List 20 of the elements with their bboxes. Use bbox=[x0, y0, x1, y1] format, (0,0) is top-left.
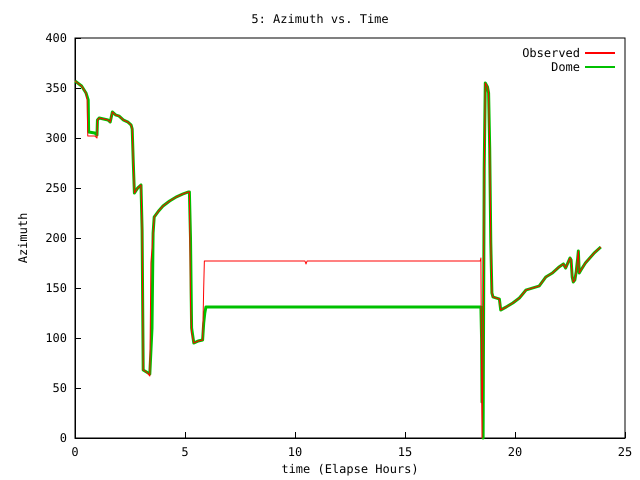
y-tick-label: 250 bbox=[45, 181, 67, 195]
x-tick-label: 10 bbox=[288, 445, 302, 459]
x-tick-label: 20 bbox=[508, 445, 522, 459]
y-tick-label: 0 bbox=[60, 431, 67, 445]
y-tick-label: 50 bbox=[52, 381, 67, 395]
x-tick-label: 5 bbox=[181, 445, 189, 459]
legend-label: Observed bbox=[522, 46, 580, 60]
y-tick-label: 350 bbox=[45, 81, 67, 95]
x-tick-label: 0 bbox=[71, 445, 79, 459]
chart-title: 5: Azimuth vs. Time bbox=[251, 12, 389, 26]
x-tick-label: 15 bbox=[398, 445, 412, 459]
y-tick-label: 150 bbox=[45, 281, 67, 295]
y-axis-title: Azimuth bbox=[16, 212, 30, 264]
y-tick-label: 300 bbox=[45, 131, 67, 145]
legend-label: Dome bbox=[551, 60, 580, 74]
x-tick-label: 25 bbox=[618, 445, 632, 459]
x-axis-title: time (Elapse Hours) bbox=[281, 462, 419, 476]
y-tick-label: 400 bbox=[45, 31, 67, 45]
y-tick-label: 200 bbox=[45, 231, 67, 245]
y-tick-label: 100 bbox=[45, 331, 67, 345]
